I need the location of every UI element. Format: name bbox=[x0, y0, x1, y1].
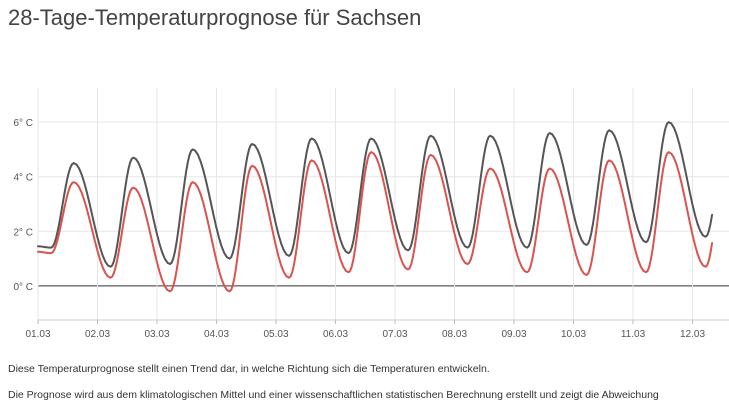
x-tick-label: 07.03 bbox=[382, 329, 407, 340]
description-text-2: Die Prognose wird aus dem klimatologisch… bbox=[8, 389, 659, 401]
x-axis-labels: 01.03 02.03 03.03 04.03 05.03 06.03 07.03 08.03… bbox=[25, 329, 705, 340]
x-tick-label: 01.03 bbox=[25, 329, 50, 340]
grid-layer bbox=[37, 88, 729, 324]
y-tick-label: 0° C bbox=[13, 282, 33, 293]
y-tick-label: 6° C bbox=[13, 118, 33, 129]
x-tick-label: 02.03 bbox=[85, 329, 110, 340]
x-tick-label: 12.03 bbox=[680, 329, 705, 340]
series-line-gray bbox=[37, 121, 714, 268]
page-title: 28-Tage-Temperaturprognose für Sachsen bbox=[8, 5, 422, 30]
x-tick-label: 10.03 bbox=[561, 329, 586, 340]
x-tick-label: 06.03 bbox=[323, 329, 348, 340]
y-tick-label: 2° C bbox=[13, 227, 33, 238]
series-line-red bbox=[37, 151, 714, 293]
series-layer bbox=[37, 121, 714, 293]
y-tick-label: 4° C bbox=[13, 173, 33, 184]
description-text-1: Diese Temperaturprognose stellt einen Tr… bbox=[8, 363, 490, 375]
x-tick-label: 05.03 bbox=[263, 329, 288, 340]
x-tick-label: 09.03 bbox=[501, 329, 526, 340]
x-tick-label: 04.03 bbox=[204, 329, 229, 340]
y-axis-labels: 0° C 2° C 4° C 6° C bbox=[13, 118, 33, 293]
x-tick-label: 03.03 bbox=[144, 329, 169, 340]
x-tick-label: 08.03 bbox=[442, 329, 467, 340]
x-tick-label: 11.03 bbox=[621, 329, 646, 340]
